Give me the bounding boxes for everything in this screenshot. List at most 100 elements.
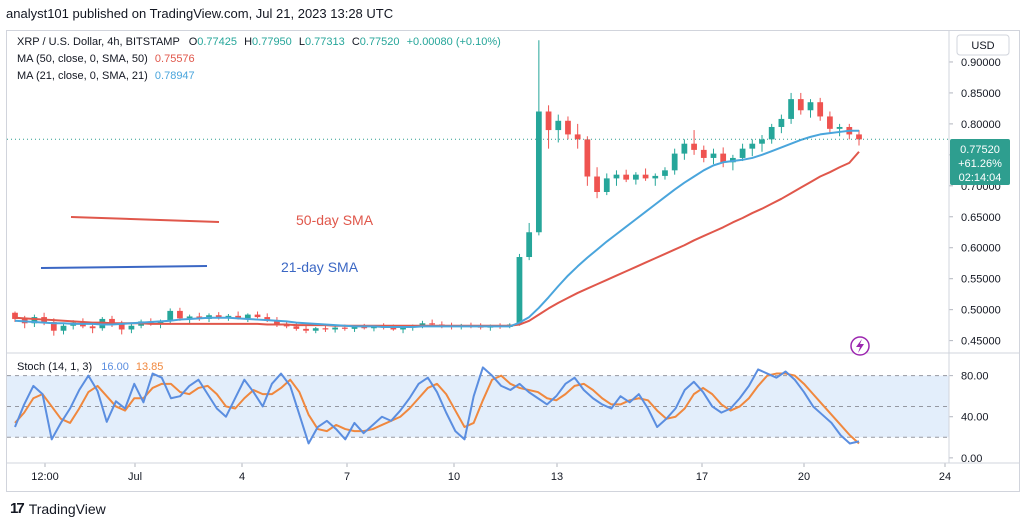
close-label: C <box>352 36 360 48</box>
candle-body <box>332 327 339 330</box>
stochastic-pane: 0.00 40.00 80.00 <box>7 366 989 465</box>
candle-body <box>856 134 862 140</box>
candle-body <box>535 111 542 233</box>
candle-body <box>662 170 668 176</box>
candle-body <box>545 111 552 131</box>
candle-body <box>244 314 251 319</box>
currency-label: USD <box>971 40 994 52</box>
svg-text:MA (50, close, 0, SMA, 50): MA (50, close, 0, SMA, 50) 0.75576 <box>17 53 195 65</box>
candle-body <box>50 322 57 331</box>
chart-frame: 0.45000 0.50000 0.55000 0.60000 0.65000 0.700… <box>6 30 1020 492</box>
change-value: +0.00080 (+0.10%) <box>407 36 501 48</box>
candle-body <box>516 257 523 325</box>
candle-body <box>400 327 406 330</box>
low-value: 0.77313 <box>305 36 345 48</box>
symbol-legend: XRP / U.S. Dollar, 4h, BITSTAMP O0.77425… <box>17 36 501 373</box>
candle-body <box>565 120 571 135</box>
candle-body <box>720 153 727 163</box>
candle-body <box>526 232 533 258</box>
last-price-badge: 0.77520 +61.26% 02:14:04 <box>950 139 1010 185</box>
price-tick-label: 0.80000 <box>961 119 1001 131</box>
ma21-line <box>14 129 859 328</box>
stoch-tick-label: 40.00 <box>961 412 989 424</box>
candle-body <box>739 148 746 158</box>
price-tick-label: 0.85000 <box>961 88 1001 100</box>
price-tick-label: 0.55000 <box>961 274 1001 286</box>
candle-body <box>574 134 581 140</box>
ma50-line <box>14 151 860 327</box>
candle-body <box>807 102 814 111</box>
candle-body <box>768 126 775 140</box>
candle-body <box>361 326 368 329</box>
high-value: 0.77950 <box>252 36 292 48</box>
candle-body <box>623 174 630 180</box>
candle-body <box>89 326 96 329</box>
tradingview-logo-icon: 17 <box>10 500 25 517</box>
symbol-title: XRP / U.S. Dollar, 4h, BITSTAMP <box>17 36 180 48</box>
time-tick-label: 4 <box>239 471 245 483</box>
candle-body <box>118 324 125 330</box>
candle-body <box>274 320 280 325</box>
price-tick-label: 0.50000 <box>961 305 1001 317</box>
close-value: 0.77520 <box>360 36 400 48</box>
candle-body <box>827 116 833 129</box>
candle-body <box>322 328 329 330</box>
candle-body <box>700 149 707 158</box>
ma21-label: MA (21, close, 0, SMA, 21) <box>17 70 148 82</box>
price-tick-label: 0.65000 <box>961 212 1001 224</box>
candle-body <box>60 325 67 331</box>
candle-body <box>759 139 765 144</box>
currency-button[interactable]: USD <box>956 34 1010 56</box>
stoch-d-line <box>14 372 860 445</box>
candle-body <box>293 326 300 329</box>
candle-body <box>429 323 436 325</box>
candle-body <box>312 328 319 331</box>
candle-body <box>12 312 18 319</box>
publisher-header: analyst101 published on TradingView.com,… <box>6 6 394 21</box>
svg-text:XRP / U.S. Dollar, 4h, BITSTAM: XRP / U.S. Dollar, 4h, BITSTAMP O0.77425… <box>17 36 501 48</box>
candle-body <box>254 314 261 318</box>
time-tick-label: 12:00 <box>31 471 59 483</box>
candle-body <box>671 153 678 171</box>
candle-body <box>341 327 348 329</box>
candle-body <box>186 316 193 319</box>
time-tick-label: 24 <box>939 471 951 483</box>
svg-text:MA (21, close, 0, SMA, 21): MA (21, close, 0, SMA, 21) 0.78947 <box>17 70 195 82</box>
candle-body <box>749 143 756 149</box>
stoch-k-line <box>14 366 860 445</box>
candle-body <box>419 323 426 326</box>
open-value: 0.77425 <box>197 36 237 48</box>
price-pane: 0.450000.500000.550000.600000.650000.700… <box>7 40 1001 483</box>
candle-body <box>836 126 843 129</box>
svg-text:Stoch (14, 1, 3) 16.00: Stoch (14, 1, 3) 16.00 13.85 <box>17 361 163 373</box>
candle-body <box>128 325 135 330</box>
ma50-label: MA (50, close, 0, SMA, 50) <box>17 53 148 65</box>
stoch-tick-label: 0.00 <box>961 453 982 465</box>
candle-body <box>652 175 659 179</box>
sma50-annotation-line <box>70 216 220 223</box>
lightning-icon[interactable] <box>850 336 870 356</box>
candle-body <box>691 143 697 150</box>
candle-body <box>109 318 115 325</box>
candle-body <box>613 174 620 179</box>
tradingview-brand: TradingView <box>28 500 106 517</box>
ma50-value: 0.75576 <box>155 53 195 65</box>
candle-body <box>681 143 688 154</box>
candle-body <box>235 315 242 319</box>
stoch-d-value: 13.85 <box>136 361 164 373</box>
time-tick-label: 7 <box>344 471 350 483</box>
candle-body <box>351 326 358 329</box>
price-tick-label: 0.90000 <box>961 57 1001 69</box>
candle-body <box>555 120 562 131</box>
time-tick-label: 17 <box>696 471 708 483</box>
candle-body <box>31 317 38 324</box>
candle-body <box>603 178 610 192</box>
chart-canvas[interactable]: 0.450000.500000.550000.600000.650000.700… <box>7 31 1019 491</box>
candle-body <box>215 315 222 318</box>
time-tick-label: 10 <box>448 471 460 483</box>
candle-body <box>797 99 804 111</box>
stoch-tick-label: 80.00 <box>961 371 989 383</box>
candle-body <box>264 317 271 321</box>
candle-body <box>584 139 591 177</box>
time-tick-label: 13 <box>551 471 563 483</box>
